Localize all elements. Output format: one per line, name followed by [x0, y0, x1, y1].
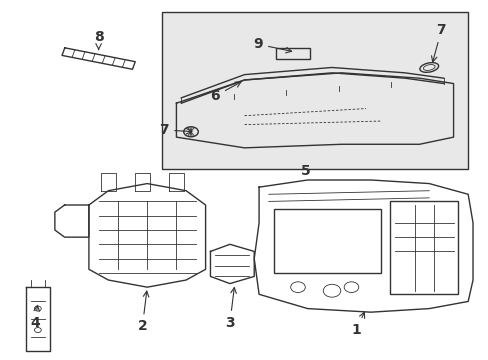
Text: 7: 7 — [430, 23, 446, 62]
Text: 6: 6 — [210, 82, 241, 103]
Text: 7: 7 — [159, 123, 191, 137]
Text: 3: 3 — [224, 288, 236, 330]
Text: 8: 8 — [94, 30, 103, 50]
Text: 2: 2 — [137, 291, 148, 333]
Text: 4: 4 — [30, 305, 40, 330]
Bar — [162, 12, 467, 169]
Bar — [276, 48, 309, 59]
Bar — [389, 202, 458, 294]
Text: 1: 1 — [351, 312, 364, 337]
Bar — [273, 208, 380, 273]
Text: 9: 9 — [253, 37, 291, 53]
Text: 5: 5 — [300, 164, 309, 178]
